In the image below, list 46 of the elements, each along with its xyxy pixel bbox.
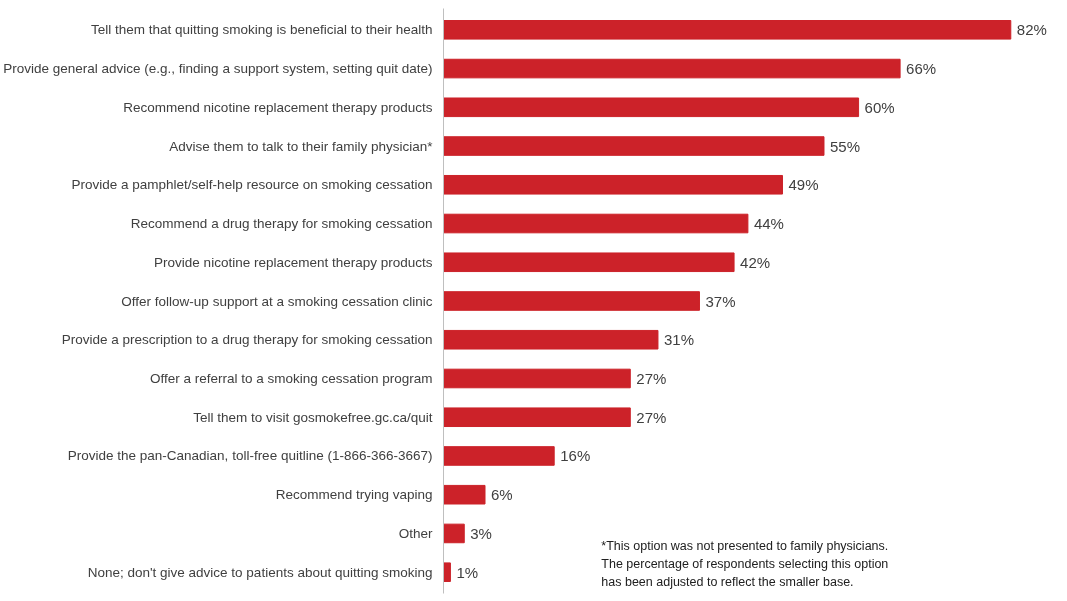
y-tick-label: Other bbox=[398, 525, 433, 541]
y-tick-label: Offer a referral to a smoking cessation program bbox=[149, 370, 433, 386]
data-label: 55% bbox=[830, 137, 861, 155]
y-tick-label: Provide general advice (e.g., finding a support system, setting quit date) bbox=[3, 61, 433, 77]
bar bbox=[443, 136, 825, 156]
bar bbox=[443, 97, 860, 118]
y-tick-label: Tell them to visit gosmokefree.gc.ca/quit bbox=[193, 409, 433, 425]
bar bbox=[443, 368, 631, 389]
y-tick-label: Provide the pan-Canadian, toll-free quitline (1-866-366-3667) bbox=[67, 448, 433, 464]
data-label: 1% bbox=[456, 563, 479, 581]
data-label: 49% bbox=[788, 176, 819, 194]
data-label: 27% bbox=[636, 408, 667, 426]
bar bbox=[443, 20, 1012, 40]
bar bbox=[443, 58, 901, 79]
y-tick-label: Provide a prescription to a drug therapy for smoking cessation bbox=[61, 332, 433, 348]
y-tick-label: Recommend trying vaping bbox=[275, 487, 433, 503]
annotation: *This option was not presented to family physicians. The percentage of respondents selecting this option has been adjusted to reflect the smaller base. bbox=[601, 539, 889, 590]
bar bbox=[443, 329, 659, 350]
data-label: 6% bbox=[491, 486, 513, 504]
y-tick-label: Provide a pamphlet/self-help resource on smoking cessation bbox=[71, 177, 433, 193]
y-tick-label: Recommend nicotine replacement therapy products bbox=[123, 99, 433, 115]
data-label: 60% bbox=[864, 98, 895, 116]
data-label: 31% bbox=[663, 331, 694, 349]
data-label: 44% bbox=[753, 215, 784, 233]
data-label: 37% bbox=[705, 292, 736, 310]
bar bbox=[443, 252, 735, 273]
data-label: 42% bbox=[740, 253, 771, 271]
data-label: 27% bbox=[636, 369, 667, 387]
y-tick-label: Provide nicotine replacement therapy products bbox=[154, 254, 433, 270]
y-tick-label: Advise them to talk to their family physician* bbox=[169, 138, 434, 154]
data-label: 16% bbox=[560, 447, 591, 465]
y-tick-label: Offer follow-up support at a smoking cessation clinic bbox=[121, 293, 433, 309]
bar bbox=[443, 213, 749, 234]
y-tick-label: Tell them that quitting smoking is beneficial to their health bbox=[91, 22, 433, 38]
y-tick-label: Recommend a drug therapy for smoking cessation bbox=[130, 216, 433, 232]
data-label: 66% bbox=[906, 60, 937, 78]
bar bbox=[443, 291, 700, 311]
y-tick-label: None; don't give advice to patients about quitting smoking bbox=[87, 564, 433, 580]
bar bbox=[443, 174, 783, 195]
bar bbox=[443, 523, 465, 544]
data-label: 82% bbox=[1016, 21, 1047, 39]
bar bbox=[443, 484, 486, 505]
bar bbox=[443, 407, 631, 428]
bar bbox=[443, 446, 555, 466]
bar bbox=[443, 562, 451, 582]
data-label: 3% bbox=[470, 524, 492, 542]
